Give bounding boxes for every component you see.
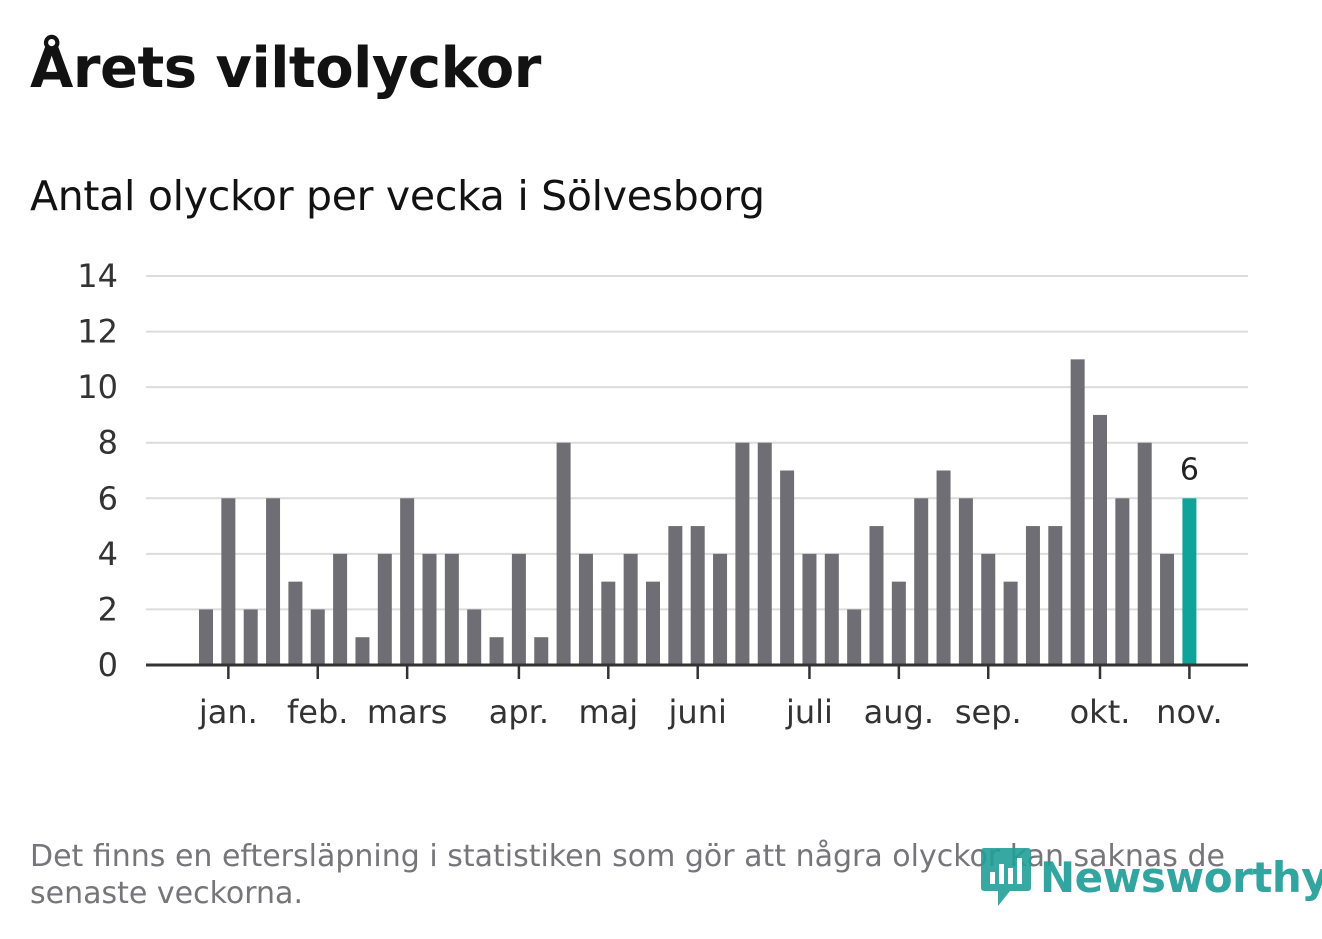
- bar-chart: 0 2 4 6 8 10 12 14 jan. feb. mars apr. maj juni juli a…: [77, 257, 1248, 731]
- bar: [869, 526, 884, 665]
- bar: [333, 553, 348, 665]
- bar: [377, 553, 392, 665]
- bar: [266, 498, 281, 665]
- x-tick-label: apr.: [489, 693, 549, 731]
- y-tick-label: 4: [98, 535, 118, 573]
- x-tick-label: okt.: [1070, 693, 1131, 731]
- bar: [601, 581, 616, 665]
- x-tick-label: aug.: [864, 693, 934, 731]
- data-label: 6: [1180, 452, 1199, 487]
- bar: [735, 442, 750, 665]
- y-tick-label: 6: [98, 479, 118, 517]
- y-tick-label: 14: [77, 257, 118, 295]
- data-labels: 6: [1180, 452, 1199, 487]
- bar: [824, 553, 839, 665]
- y-tick-label: 12: [77, 313, 118, 351]
- x-tick-label: juni: [668, 693, 727, 731]
- bars: [199, 359, 1197, 665]
- bar: [355, 637, 370, 665]
- newsworthy-logo: Newsworthy: [980, 846, 1322, 908]
- bar: [489, 637, 504, 665]
- x-axis-labels: jan. feb. mars apr. maj juni juli aug. sep. okt. n…: [198, 693, 1223, 731]
- bar: [444, 553, 459, 665]
- bar: [288, 581, 303, 665]
- bar-highlight: [1182, 498, 1197, 665]
- y-tick-label: 8: [98, 424, 118, 462]
- bar: [534, 637, 549, 665]
- bar: [556, 442, 571, 665]
- x-tick-label: sep.: [955, 693, 1022, 731]
- bar: [936, 470, 951, 665]
- bar: [1093, 414, 1107, 665]
- bar: [422, 553, 437, 665]
- bar: [1137, 442, 1152, 665]
- y-axis-labels: 0 2 4 6 8 10 12 14: [77, 257, 118, 684]
- x-axis: [146, 663, 1248, 679]
- bar: [1003, 581, 1018, 665]
- chart-title: Årets viltolyckor: [30, 36, 541, 101]
- chart-subtitle: Antal olyckor per vecka i Sölvesborg: [30, 172, 765, 220]
- x-tick-label: jan.: [198, 693, 258, 731]
- gridlines: [146, 275, 1248, 611]
- bar: [713, 553, 728, 665]
- bar: [690, 526, 705, 665]
- bar: [467, 609, 482, 665]
- x-tick-label: feb.: [287, 693, 348, 731]
- bar: [914, 498, 929, 665]
- bar: [578, 553, 593, 665]
- bar: [981, 553, 996, 665]
- bar: [780, 470, 795, 665]
- x-tick-label: nov.: [1156, 693, 1222, 731]
- newsworthy-logo-icon: [981, 848, 1031, 906]
- bar: [1070, 359, 1085, 665]
- bar: [668, 526, 683, 665]
- bar: [511, 553, 526, 665]
- x-tick-label: maj: [578, 693, 638, 731]
- bar: [802, 553, 817, 665]
- bar: [1115, 498, 1130, 665]
- bar: [243, 609, 258, 665]
- bar: [646, 581, 660, 665]
- bar: [400, 498, 415, 665]
- bar: [958, 498, 973, 665]
- x-tick-label: juli: [785, 693, 833, 731]
- bar: [310, 609, 325, 665]
- bar: [847, 609, 862, 665]
- bar: [891, 581, 906, 665]
- bar: [1025, 526, 1040, 665]
- bar: [199, 609, 213, 665]
- y-tick-label: 2: [98, 590, 118, 628]
- x-tick-label: mars: [367, 693, 448, 731]
- bar: [757, 442, 772, 665]
- bar: [221, 498, 236, 665]
- y-tick-label: 0: [98, 646, 118, 684]
- y-tick-label: 10: [77, 368, 118, 406]
- bar: [623, 553, 638, 665]
- bar: [1160, 553, 1175, 665]
- bar: [1048, 526, 1063, 665]
- newsworthy-logo-text: Newsworthy: [1040, 852, 1322, 902]
